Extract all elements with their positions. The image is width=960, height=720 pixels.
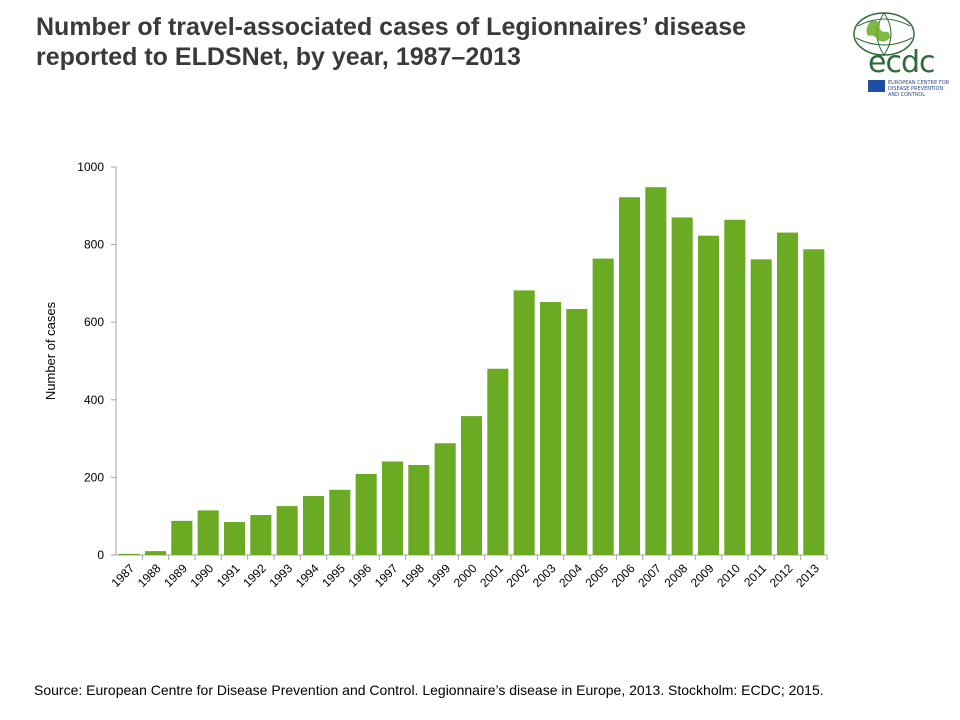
bar-2003 <box>539 302 562 555</box>
source-note: Source: European Centre for Disease Prev… <box>34 682 824 698</box>
ecdc-wordmark: ecdc <box>868 45 935 80</box>
x-tick-label: 2005 <box>583 561 612 590</box>
x-tick-label: 1996 <box>346 561 375 590</box>
bar-chart: 0 200 400 600 800 1000 Number of cases 19871988… <box>43 160 828 590</box>
ecdc-globe-icon <box>853 12 915 56</box>
x-tick-label: 2004 <box>556 561 585 590</box>
x-tick-label: 1992 <box>240 561 269 590</box>
bar-2013 <box>803 249 825 556</box>
bar-1998 <box>408 464 430 555</box>
y-tick-label: 1000 <box>77 160 104 174</box>
y-tick-label: 200 <box>84 470 104 484</box>
x-tick-label: 1998 <box>398 561 427 590</box>
x-tick-label: 2010 <box>714 561 743 590</box>
x-tick-label: 2000 <box>451 561 480 590</box>
bar-1987 <box>118 553 140 555</box>
bar-2006 <box>618 197 641 555</box>
chart-title: Number of travel-associated cases of Leg… <box>36 12 836 72</box>
x-tick-label: 1990 <box>188 561 217 590</box>
x-tick-label: 1999 <box>425 561 454 590</box>
x-tick-label: 1989 <box>161 561 190 590</box>
x-tick-label: 1994 <box>293 561 322 590</box>
bar-1992 <box>250 515 272 555</box>
bar-1988 <box>144 551 167 555</box>
x-tick-label: 2009 <box>688 561 717 590</box>
bar-2010 <box>724 219 746 555</box>
bar-1999 <box>434 443 456 555</box>
x-tick-label: 1988 <box>135 561 164 590</box>
x-tick-label: 1997 <box>372 561 401 590</box>
bar-2001 <box>487 368 509 555</box>
bar-2007 <box>645 187 667 555</box>
x-tick-label: 2002 <box>504 561 533 590</box>
y-axis-title: Number of cases <box>43 301 58 400</box>
x-tick-label: 2008 <box>662 561 691 590</box>
ecdc-org-name: EUROPEAN CENTRE FOR DISEASE PREVENTION A… <box>888 80 950 98</box>
bar-1993 <box>276 506 298 555</box>
x-tick-label: 2006 <box>609 561 638 590</box>
bar-1996 <box>355 473 377 555</box>
x-tick-label: 2013 <box>793 561 822 590</box>
bar-1990 <box>197 510 219 555</box>
x-tick-label: 2003 <box>530 561 559 590</box>
chart-title-line-1: Number of travel-associated cases of Leg… <box>36 13 747 41</box>
bar-1991 <box>223 522 246 555</box>
x-tick-label: 1995 <box>319 561 348 590</box>
y-tick-label: 400 <box>84 393 104 407</box>
x-tick-label: 2011 <box>741 561 769 589</box>
x-tick-label: 2007 <box>635 561 664 590</box>
bar-2004 <box>566 309 588 555</box>
y-tick-label: 600 <box>84 315 104 329</box>
y-tick-label: 800 <box>84 238 104 252</box>
bar-1995 <box>329 489 351 555</box>
bar-1994 <box>302 496 325 555</box>
bar-2009 <box>697 235 720 555</box>
x-tick-label: 1993 <box>267 561 296 590</box>
x-tick-label: 2001 <box>477 561 506 590</box>
bar-1989 <box>171 520 193 555</box>
x-tick-label: 1987 <box>109 561 138 590</box>
bar-1997 <box>381 461 404 555</box>
eu-flag-icon <box>868 80 885 92</box>
y-tick-label: 0 <box>97 548 104 562</box>
x-tick-label: 2012 <box>767 561 796 590</box>
x-tick-label: 1991 <box>214 561 243 590</box>
bar-2011 <box>750 259 772 555</box>
chart-title-line-2: reported to ELDSNet, by year, 1987–2013 <box>36 43 521 71</box>
bar-2002 <box>513 290 535 555</box>
ecdc-logo: ecdc EUROPEAN CENTRE FOR DISEASE PREVENT… <box>846 8 954 98</box>
bar-2000 <box>460 416 483 555</box>
bar-2012 <box>776 232 799 555</box>
bar-2008 <box>671 217 693 555</box>
bar-2005 <box>592 258 614 555</box>
